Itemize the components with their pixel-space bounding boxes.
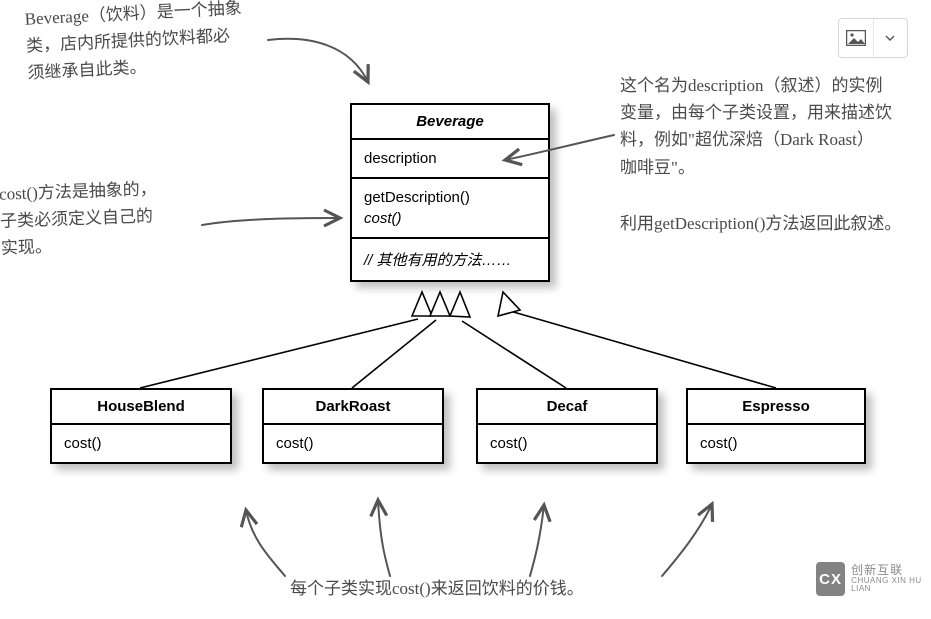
uml-class-houseblend: HouseBlend cost() [50,388,232,464]
note-cost-subclass: 每个子类实现cost()来返回饮料的价钱。 [290,575,584,602]
uml-methods: cost() [688,423,864,462]
uml-class-title: HouseBlend [52,390,230,423]
uml-methods: cost() [52,423,230,462]
footer-logo: CX 创新互联 CHUANG XIN HU LIAN [816,562,931,596]
image-insert-dropdown[interactable] [838,18,908,58]
uml-method: cost() [276,433,430,454]
uml-class-title: Decaf [478,390,656,423]
note-getdescription: 利用getDescription()方法返回此叙述。 [620,210,901,237]
logo-initials: CX [816,562,845,596]
uml-class-title: Beverage [352,105,548,138]
uml-class-beverage: Beverage description getDescription() co… [350,103,550,282]
uml-attributes: description [352,138,548,177]
uml-class-espresso: Espresso cost() [686,388,866,464]
uml-class-darkroast: DarkRoast cost() [262,388,444,464]
note-description-field: 这个名为description（叙述）的实例 变量，由每个子类设置，用来描述饮 … [620,72,892,181]
uml-methods: cost() [478,423,656,462]
uml-method: getDescription() [364,187,536,208]
note-cost-abstract: cost()方法是抽象的， 子类必须定义自己的 实现。 [0,175,159,262]
uml-methods: cost() [264,423,442,462]
uml-method: cost() [64,433,218,454]
uml-attr: description [364,148,536,169]
uml-class-title: DarkRoast [264,390,442,423]
uml-class-title: Espresso [688,390,864,423]
uml-notes: // 其他有用的方法…… [352,237,548,280]
uml-methods: getDescription() cost() [352,177,548,237]
chevron-down-icon[interactable] [874,19,908,57]
image-icon[interactable] [839,19,874,57]
logo-pinyin: CHUANG XIN HU LIAN [851,577,931,594]
uml-class-decaf: Decaf cost() [476,388,658,464]
note-beverage-abstract: Beverage（饮料）是一个抽象 类，店内所提供的饮料都必 须继承自此类。 [24,0,245,87]
uml-extra: // 其他有用的方法…… [364,247,536,272]
uml-method-abstract: cost() [364,208,536,229]
uml-method: cost() [700,433,852,454]
uml-method: cost() [490,433,644,454]
